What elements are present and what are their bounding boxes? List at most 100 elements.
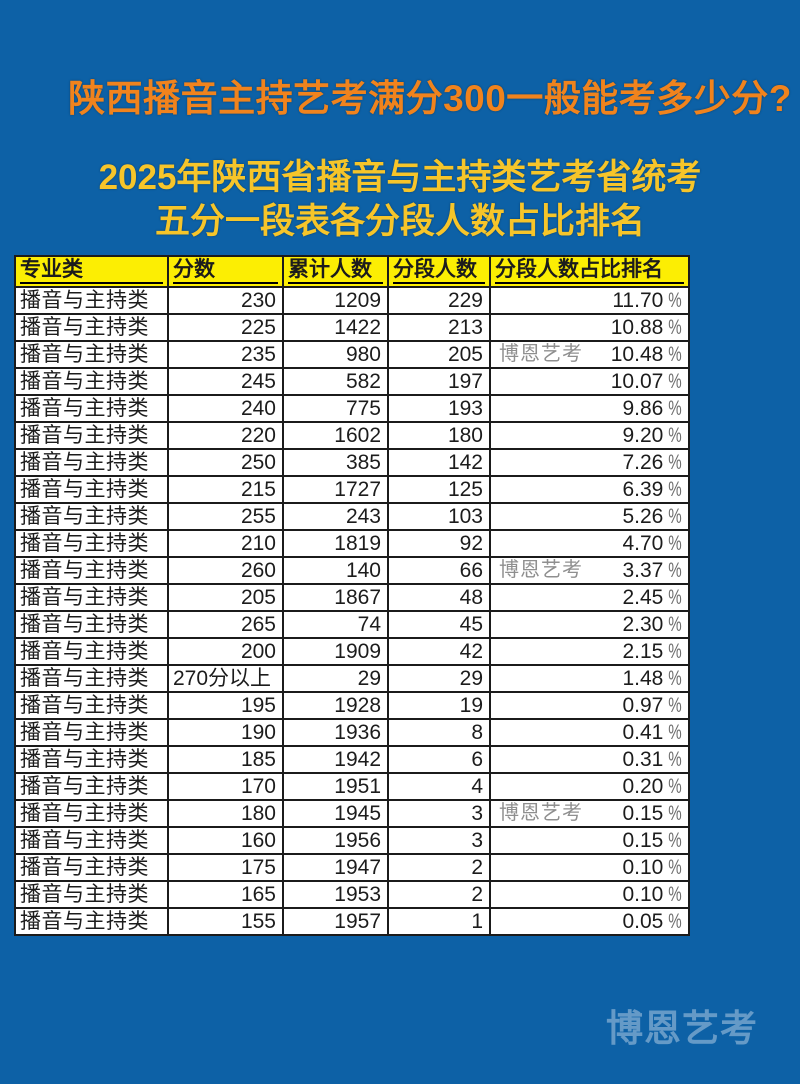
cell-category: 播音与主持类 xyxy=(14,637,169,666)
ratio-value: 10.48 xyxy=(610,343,664,366)
cell-cumulative: 1422 xyxy=(282,313,389,342)
cell-cumulative: 74 xyxy=(282,610,389,639)
ratio-value: 2.30 xyxy=(622,613,664,636)
cell-ratio: 0.20% xyxy=(489,772,690,801)
cell-score: 230 xyxy=(167,286,284,315)
percent-sign: % xyxy=(668,640,682,663)
ratio-value: 2.15 xyxy=(622,640,664,663)
corner-watermark: 博恩艺考 xyxy=(606,1008,758,1049)
ratio-value: 3.37 xyxy=(622,559,664,582)
cell-category: 播音与主持类 xyxy=(14,556,169,585)
cell-ratio: 0.31% xyxy=(489,745,690,774)
cell-cumulative: 1942 xyxy=(282,745,389,774)
cell-category: 播音与主持类 xyxy=(14,718,169,747)
cell-score: 165 xyxy=(167,880,284,909)
cell-ratio: 0.05% xyxy=(489,907,690,936)
cell-cumulative: 1951 xyxy=(282,772,389,801)
cell-cumulative: 1602 xyxy=(282,421,389,450)
cell-cumulative: 1819 xyxy=(282,529,389,558)
cell-segment: 1 xyxy=(387,907,491,936)
ratio-value: 11.70 xyxy=(612,289,664,312)
ratio-value: 9.86 xyxy=(622,397,664,420)
table-row: 播音与主持类 225 1422 213 10.88% xyxy=(14,313,690,342)
cell-ratio: 7.26% xyxy=(489,448,690,477)
cell-segment: 213 xyxy=(387,313,491,342)
cell-ratio: 4.70% xyxy=(489,529,690,558)
percent-sign: % xyxy=(668,694,682,717)
percent-sign: % xyxy=(668,883,682,906)
cell-category: 播音与主持类 xyxy=(14,313,169,342)
cell-cumulative: 1909 xyxy=(282,637,389,666)
cell-score: 260 xyxy=(167,556,284,585)
table-row: 播音与主持类 195 1928 19 0.97% xyxy=(14,691,690,720)
cell-segment: 3 xyxy=(387,799,491,828)
cell-score: 185 xyxy=(167,745,284,774)
cell-category: 播音与主持类 xyxy=(14,340,169,369)
cell-segment: 2 xyxy=(387,853,491,882)
cell-category: 播音与主持类 xyxy=(14,529,169,558)
page-subtitle: 2025年陕西省播音与主持类艺考省统考 五分一段表各分段人数占比排名 xyxy=(0,156,800,244)
table-row: 播音与主持类 175 1947 2 0.10% xyxy=(14,853,690,882)
cell-segment: 229 xyxy=(387,286,491,315)
cell-score: 265 xyxy=(167,610,284,639)
cell-ratio: 0.97% xyxy=(489,691,690,720)
cell-ratio: 2.30% xyxy=(489,610,690,639)
cell-category: 播音与主持类 xyxy=(14,502,169,531)
cell-category: 播音与主持类 xyxy=(14,853,169,882)
percent-sign: % xyxy=(668,451,682,474)
subtitle-line-1: 2025年陕西省播音与主持类艺考省统考 xyxy=(98,158,702,197)
ratio-value: 0.20 xyxy=(622,775,664,798)
percent-sign: % xyxy=(668,505,682,528)
cell-score: 205 xyxy=(167,583,284,612)
ratio-value: 0.15 xyxy=(622,829,664,852)
cell-ratio: 10.88% xyxy=(489,313,690,342)
table-row: 播音与主持类 180 1945 3 博恩艺考 0.15% xyxy=(14,799,690,828)
cell-score: 190 xyxy=(167,718,284,747)
cell-cumulative: 140 xyxy=(282,556,389,585)
cell-segment: 6 xyxy=(387,745,491,774)
ratio-value: 10.07 xyxy=(610,370,664,393)
cell-cumulative: 1209 xyxy=(282,286,389,315)
cell-segment: 205 xyxy=(387,340,491,369)
inline-watermark: 博恩艺考 xyxy=(499,343,583,365)
percent-sign: % xyxy=(668,586,682,609)
cell-segment: 197 xyxy=(387,367,491,396)
cell-score: 200 xyxy=(167,637,284,666)
table-row: 播音与主持类 245 582 197 10.07% xyxy=(14,367,690,396)
cell-ratio: 0.41% xyxy=(489,718,690,747)
percent-sign: % xyxy=(668,748,682,771)
table-row: 播音与主持类 220 1602 180 9.20% xyxy=(14,421,690,450)
table-row: 播音与主持类 250 385 142 7.26% xyxy=(14,448,690,477)
cell-category: 播音与主持类 xyxy=(14,772,169,801)
cell-score: 180 xyxy=(167,799,284,828)
table-row: 播音与主持类 200 1909 42 2.15% xyxy=(14,637,690,666)
percent-sign: % xyxy=(668,613,682,636)
cell-ratio: 11.70% xyxy=(489,286,690,315)
header-cell-cumulative: 累计人数 xyxy=(282,255,389,288)
cell-ratio: 博恩艺考 3.37% xyxy=(489,556,690,585)
cell-cumulative: 775 xyxy=(282,394,389,423)
cell-segment: 142 xyxy=(387,448,491,477)
percent-sign: % xyxy=(668,316,682,339)
cell-score: 215 xyxy=(167,475,284,504)
ratio-value: 2.45 xyxy=(622,586,664,609)
cell-ratio: 9.86% xyxy=(489,394,690,423)
cell-segment: 66 xyxy=(387,556,491,585)
cell-score: 255 xyxy=(167,502,284,531)
cell-score: 250 xyxy=(167,448,284,477)
ratio-value: 4.70 xyxy=(622,532,664,555)
cell-cumulative: 980 xyxy=(282,340,389,369)
cell-score: 160 xyxy=(167,826,284,855)
cell-segment: 180 xyxy=(387,421,491,450)
ratio-value: 0.41 xyxy=(622,721,664,744)
cell-cumulative: 1947 xyxy=(282,853,389,882)
percent-sign: % xyxy=(668,667,682,690)
cell-category: 播音与主持类 xyxy=(14,448,169,477)
cell-category: 播音与主持类 xyxy=(14,799,169,828)
cell-category: 播音与主持类 xyxy=(14,286,169,315)
cell-category: 播音与主持类 xyxy=(14,583,169,612)
ratio-value: 1.48 xyxy=(622,667,664,690)
cell-category: 播音与主持类 xyxy=(14,367,169,396)
cell-segment: 125 xyxy=(387,475,491,504)
